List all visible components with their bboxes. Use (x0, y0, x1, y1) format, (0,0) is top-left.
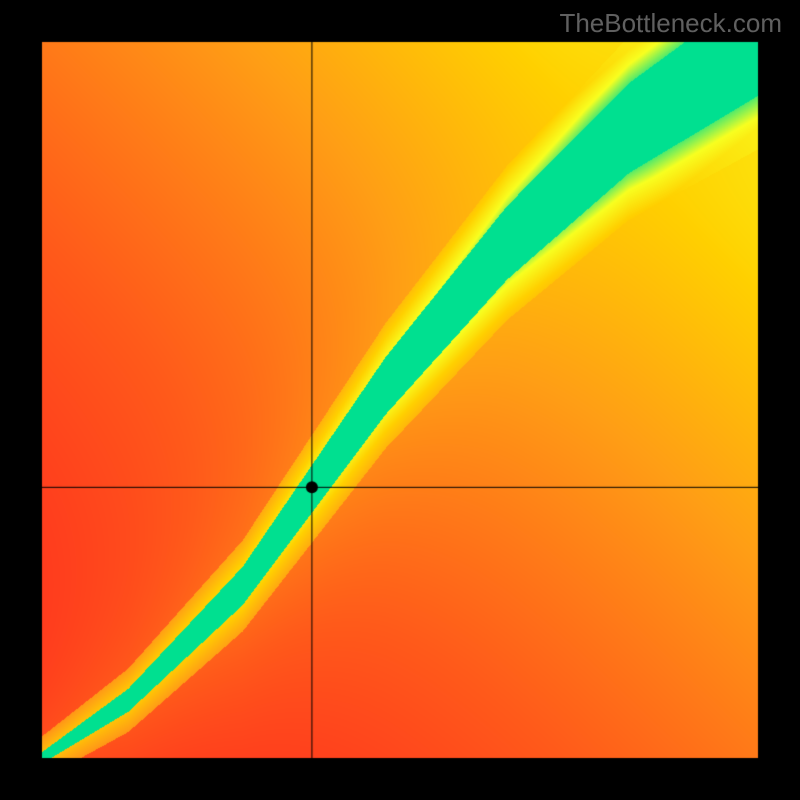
watermark-label: TheBottleneck.com (559, 8, 782, 39)
heatmap-canvas (0, 0, 800, 800)
chart-container: TheBottleneck.com (0, 0, 800, 800)
